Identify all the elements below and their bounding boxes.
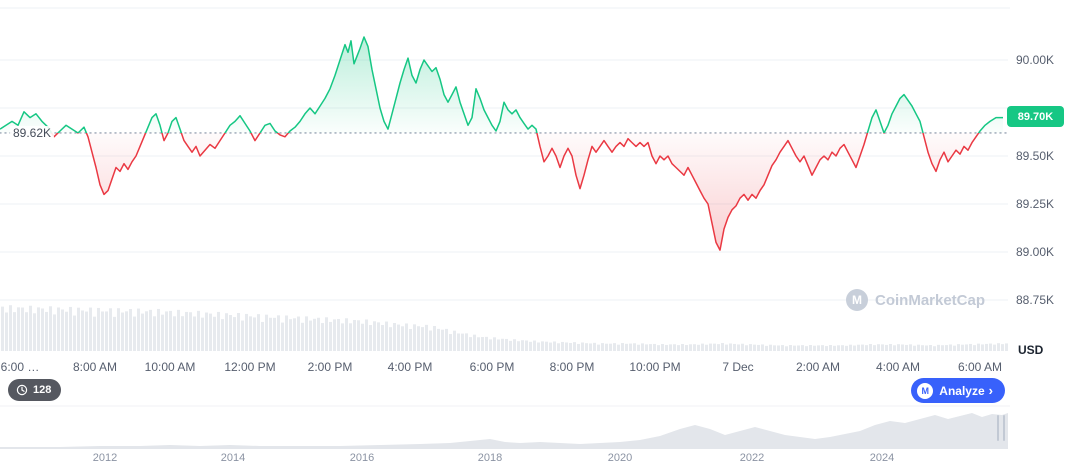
x-axis-label: 2:00 AM: [795, 360, 841, 374]
price-line-down: [50, 132, 980, 251]
minimap-year-label: 2020: [607, 452, 633, 464]
x-axis-label: 4:00 AM: [875, 360, 921, 374]
x-axis-label: 4:00 PM: [387, 360, 433, 374]
watermark-text: CoinMarketCap: [875, 291, 986, 309]
coinmarketcap-logo-icon: M: [846, 289, 868, 311]
y-axis-label: 89.00K: [1016, 245, 1055, 259]
volume-bars: [1, 305, 1008, 351]
price-series[interactable]: [0, 36, 1003, 251]
currency-label[interactable]: USD: [1018, 343, 1044, 357]
minimap-handle[interactable]: [997, 415, 999, 441]
y-axis-label: 89.50K: [1016, 149, 1055, 163]
minimap-handle[interactable]: [1003, 415, 1005, 441]
analyze-logo-icon: M: [917, 382, 934, 399]
x-axis-label: 6:00 …: [0, 360, 40, 374]
history-count: 128: [33, 384, 52, 396]
minimap-brush[interactable]: [0, 413, 1008, 449]
baseline-price-label: 89.62K: [10, 126, 55, 140]
chevron-right-icon: ›: [988, 383, 993, 398]
price-line-up: [0, 36, 1003, 133]
minimap-year-label: 2022: [739, 452, 765, 464]
x-axis-label: 12:00 PM: [224, 360, 276, 374]
x-axis-label: 6:00 PM: [469, 360, 515, 374]
current-price-badge: 89.70K: [1007, 106, 1064, 127]
clock-icon: [16, 384, 28, 396]
minimap-year-label: 2024: [869, 452, 895, 464]
x-axis-label: 7 Dec: [722, 360, 754, 374]
x-axis-label: 8:00 PM: [549, 360, 595, 374]
x-axis-label: 10:00 PM: [629, 360, 681, 374]
y-axis-label: 88.75K: [1016, 293, 1055, 307]
analyze-label: Analyze: [939, 383, 985, 398]
minimap-year-label: 2014: [220, 452, 246, 464]
analyze-button[interactable]: M Analyze ›: [911, 378, 1005, 403]
x-axis-label: 6:00 AM: [957, 360, 1003, 374]
history-count-badge[interactable]: 128: [8, 379, 62, 401]
watermark: M CoinMarketCap: [846, 289, 985, 311]
area-above-baseline: [0, 37, 1003, 133]
y-axis-label: 90.00K: [1016, 53, 1055, 67]
x-axis-label: 10:00 AM: [144, 360, 196, 374]
minimap-year-label: 2016: [349, 452, 375, 464]
y-axis-label: 89.25K: [1016, 197, 1055, 211]
x-axis-label: 8:00 AM: [72, 360, 118, 374]
x-axis-label: 2:00 PM: [307, 360, 353, 374]
minimap-year-label: 2018: [477, 452, 503, 464]
minimap-year-label: 2012: [92, 452, 118, 464]
area-below-baseline: [0, 132, 1003, 251]
